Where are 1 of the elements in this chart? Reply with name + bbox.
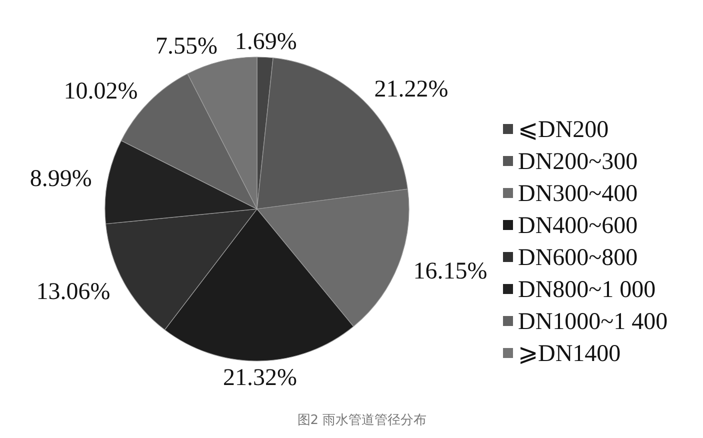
- caption: 图2 雨水管道管径分布: [297, 413, 427, 428]
